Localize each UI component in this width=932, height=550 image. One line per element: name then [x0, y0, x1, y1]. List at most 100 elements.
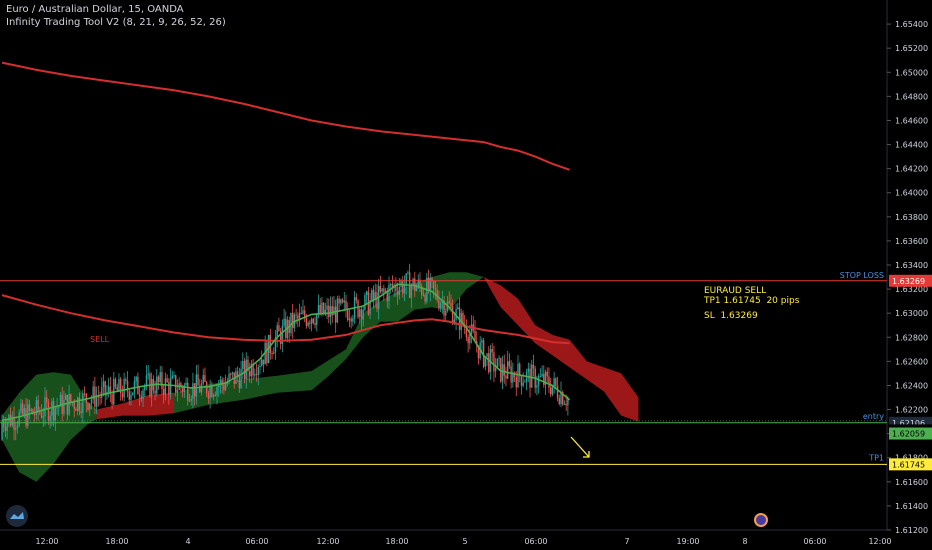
candle-body — [23, 408, 26, 415]
candle-body — [312, 318, 315, 323]
candle-body — [135, 376, 137, 382]
candle-body — [297, 315, 299, 319]
candle-body — [465, 327, 468, 338]
candle-body — [247, 359, 249, 372]
chart-title: Euro / Australian Dollar, 15, OANDA — [6, 4, 184, 15]
candle-body — [553, 378, 555, 386]
candle-body — [109, 386, 112, 395]
candle-body — [161, 372, 163, 389]
candle-body — [549, 387, 552, 395]
candle-body — [187, 382, 189, 401]
sell-arrow-icon — [570, 436, 590, 458]
candle-body — [254, 374, 256, 376]
candle-body — [6, 421, 8, 431]
candle-body — [484, 356, 487, 367]
candle-body — [558, 398, 560, 404]
candle-body — [259, 365, 261, 368]
candle-body — [462, 312, 464, 325]
trade-note-line1: EURAUD SELL — [704, 286, 767, 296]
y-tick-label: 1.62800 — [895, 333, 928, 342]
y-tick-label: 1.63600 — [895, 237, 928, 246]
candle-body — [16, 425, 19, 428]
candle-body — [403, 285, 406, 294]
ichimoku-cloud-bull — [2, 372, 97, 482]
candle-body — [295, 314, 297, 316]
candle-body — [336, 298, 339, 323]
candle-body — [63, 399, 65, 414]
stop-loss-label: STOP LOSS — [840, 271, 884, 280]
candle-body — [257, 367, 259, 375]
candle-body — [97, 396, 100, 398]
candle-body — [240, 369, 242, 389]
candle-body — [357, 300, 359, 318]
candle-body — [102, 381, 105, 388]
candle-body — [80, 410, 82, 414]
candle-body — [486, 353, 488, 357]
y-tick-label: 1.62200 — [895, 406, 928, 415]
candle-body — [420, 286, 423, 295]
y-tick-label: 1.61800 — [895, 454, 928, 463]
candle-body — [171, 375, 173, 379]
candle-body — [508, 361, 511, 367]
candle-body — [52, 401, 55, 421]
candle-body — [524, 381, 526, 383]
candle-body — [111, 394, 113, 405]
x-tick-label: 12:00 — [868, 537, 891, 546]
candle-body — [555, 378, 557, 386]
candle-body — [137, 376, 139, 395]
candle-body — [372, 289, 375, 300]
candle-body — [216, 387, 218, 396]
candle-body — [274, 337, 277, 353]
candle-body — [515, 377, 517, 388]
y-tick-label: 1.65200 — [895, 44, 928, 53]
candle-body — [305, 318, 308, 326]
candle-body — [193, 383, 196, 397]
candle-body — [546, 371, 548, 377]
candle-body — [154, 390, 156, 394]
candle-body — [128, 391, 130, 400]
candle-body — [381, 288, 383, 292]
indicator-label[interactable]: Infinity Trading Tool V2 (8, 21, 9, 26, … — [6, 17, 226, 28]
candle-body — [391, 284, 394, 288]
candle-body — [309, 322, 311, 324]
candle-body — [40, 412, 43, 418]
candle-body — [551, 385, 554, 395]
candle-body — [140, 396, 143, 399]
candle-body — [541, 373, 543, 377]
candle-body — [71, 402, 74, 404]
candle-body — [334, 306, 337, 323]
candle-body — [376, 292, 378, 309]
x-tick-label: 12:00 — [35, 537, 58, 546]
economic-calendar-icon[interactable] — [754, 513, 768, 527]
candle-body — [236, 371, 239, 377]
candle-body — [132, 392, 134, 396]
candle-body — [474, 330, 476, 342]
candle-body — [118, 378, 120, 391]
candle-body — [242, 361, 244, 370]
candle-body — [173, 375, 175, 377]
candle-body — [457, 307, 459, 310]
candle-body — [192, 383, 194, 399]
candle-body — [59, 394, 62, 407]
candle-body — [4, 426, 7, 431]
candle-body — [114, 379, 117, 388]
candle-body — [47, 402, 50, 422]
candle-body — [510, 366, 512, 383]
ichimoku-cloud-bear — [96, 392, 174, 420]
x-tick-label: 19:00 — [676, 537, 699, 546]
tp1-price-tag-bg — [889, 458, 932, 471]
candle-body — [402, 281, 404, 294]
candle-body — [439, 303, 442, 309]
candle-body — [290, 312, 292, 333]
candle-body — [51, 401, 53, 416]
current-price-tag: 1.62059 — [892, 430, 925, 439]
candle-body — [279, 331, 282, 344]
candle-body — [433, 280, 435, 289]
candle-body — [537, 376, 540, 386]
candle-body — [21, 403, 24, 415]
candle-body — [75, 408, 77, 411]
candle-body — [243, 361, 246, 380]
tradingview-logo-icon[interactable] — [6, 505, 28, 527]
candle-body — [252, 363, 254, 376]
